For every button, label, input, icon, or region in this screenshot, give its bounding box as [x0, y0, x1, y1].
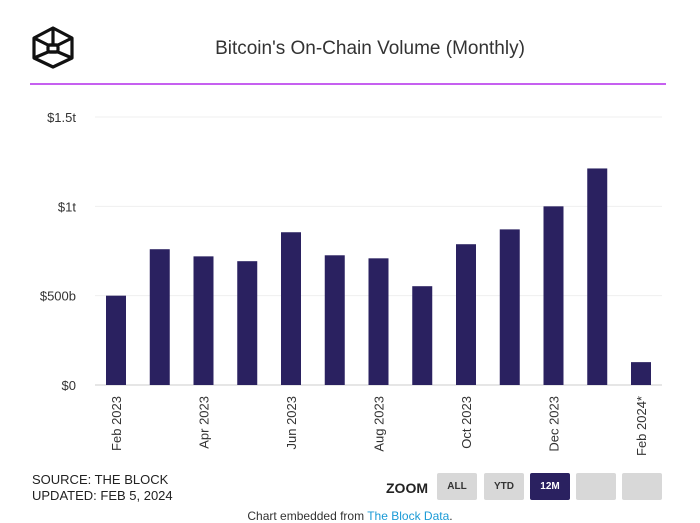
bar: [456, 244, 476, 385]
bar: [237, 261, 258, 385]
bar-chart: $0 $500b $1t $1.5t Feb 2023 Apr 2023 Jun 2023 A…: [40, 110, 662, 456]
y-tick-label: $1.5t: [47, 110, 76, 125]
y-tick-label: $1t: [58, 199, 76, 214]
title-divider: [30, 83, 666, 85]
bar: [149, 249, 170, 385]
bar: [499, 229, 520, 385]
chart-title: Bitcoin's On-Chain Volume (Monthly): [215, 38, 525, 59]
bar: [106, 295, 126, 385]
x-tick-label: Jun 2023: [284, 396, 299, 450]
zoom-label: ZOOM: [386, 480, 428, 496]
embed-text: Chart embedded from: [247, 509, 368, 523]
x-tick-label: Oct 2023: [459, 396, 474, 449]
x-tick-label: Feb 2024*: [634, 396, 649, 456]
x-tick-label: Aug 2023: [372, 396, 387, 452]
zoom-extra-button-2[interactable]: [622, 473, 662, 500]
bar: [587, 168, 608, 385]
bar: [281, 232, 301, 385]
x-tick-label: Apr 2023: [197, 396, 212, 449]
zoom-all-button[interactable]: ALL: [437, 473, 477, 500]
bar: [631, 362, 651, 385]
bar: [368, 258, 389, 385]
bar: [193, 256, 214, 385]
updated-text: UPDATED: FEB 5, 2024: [32, 488, 173, 503]
x-tick-label: Dec 2023: [547, 396, 562, 452]
the-block-data-link[interactable]: The Block Data: [367, 509, 450, 523]
source-text: SOURCE: THE BLOCK: [32, 472, 169, 487]
bar: [543, 206, 564, 385]
zoom-extra-button-1[interactable]: [576, 473, 616, 500]
y-tick-label: $0: [62, 378, 76, 393]
embed-end: .: [449, 509, 453, 523]
zoom-12m-button[interactable]: 12M: [530, 473, 570, 500]
zoom-ytd-button[interactable]: YTD: [484, 473, 524, 500]
embed-note: Chart embedded from The Block Data.: [0, 509, 700, 523]
y-tick-label: $500b: [40, 289, 76, 304]
the-block-logo-icon: [30, 25, 76, 74]
x-tick-label: Feb 2023: [109, 396, 124, 451]
bar: [324, 255, 345, 385]
bar: [412, 286, 433, 385]
